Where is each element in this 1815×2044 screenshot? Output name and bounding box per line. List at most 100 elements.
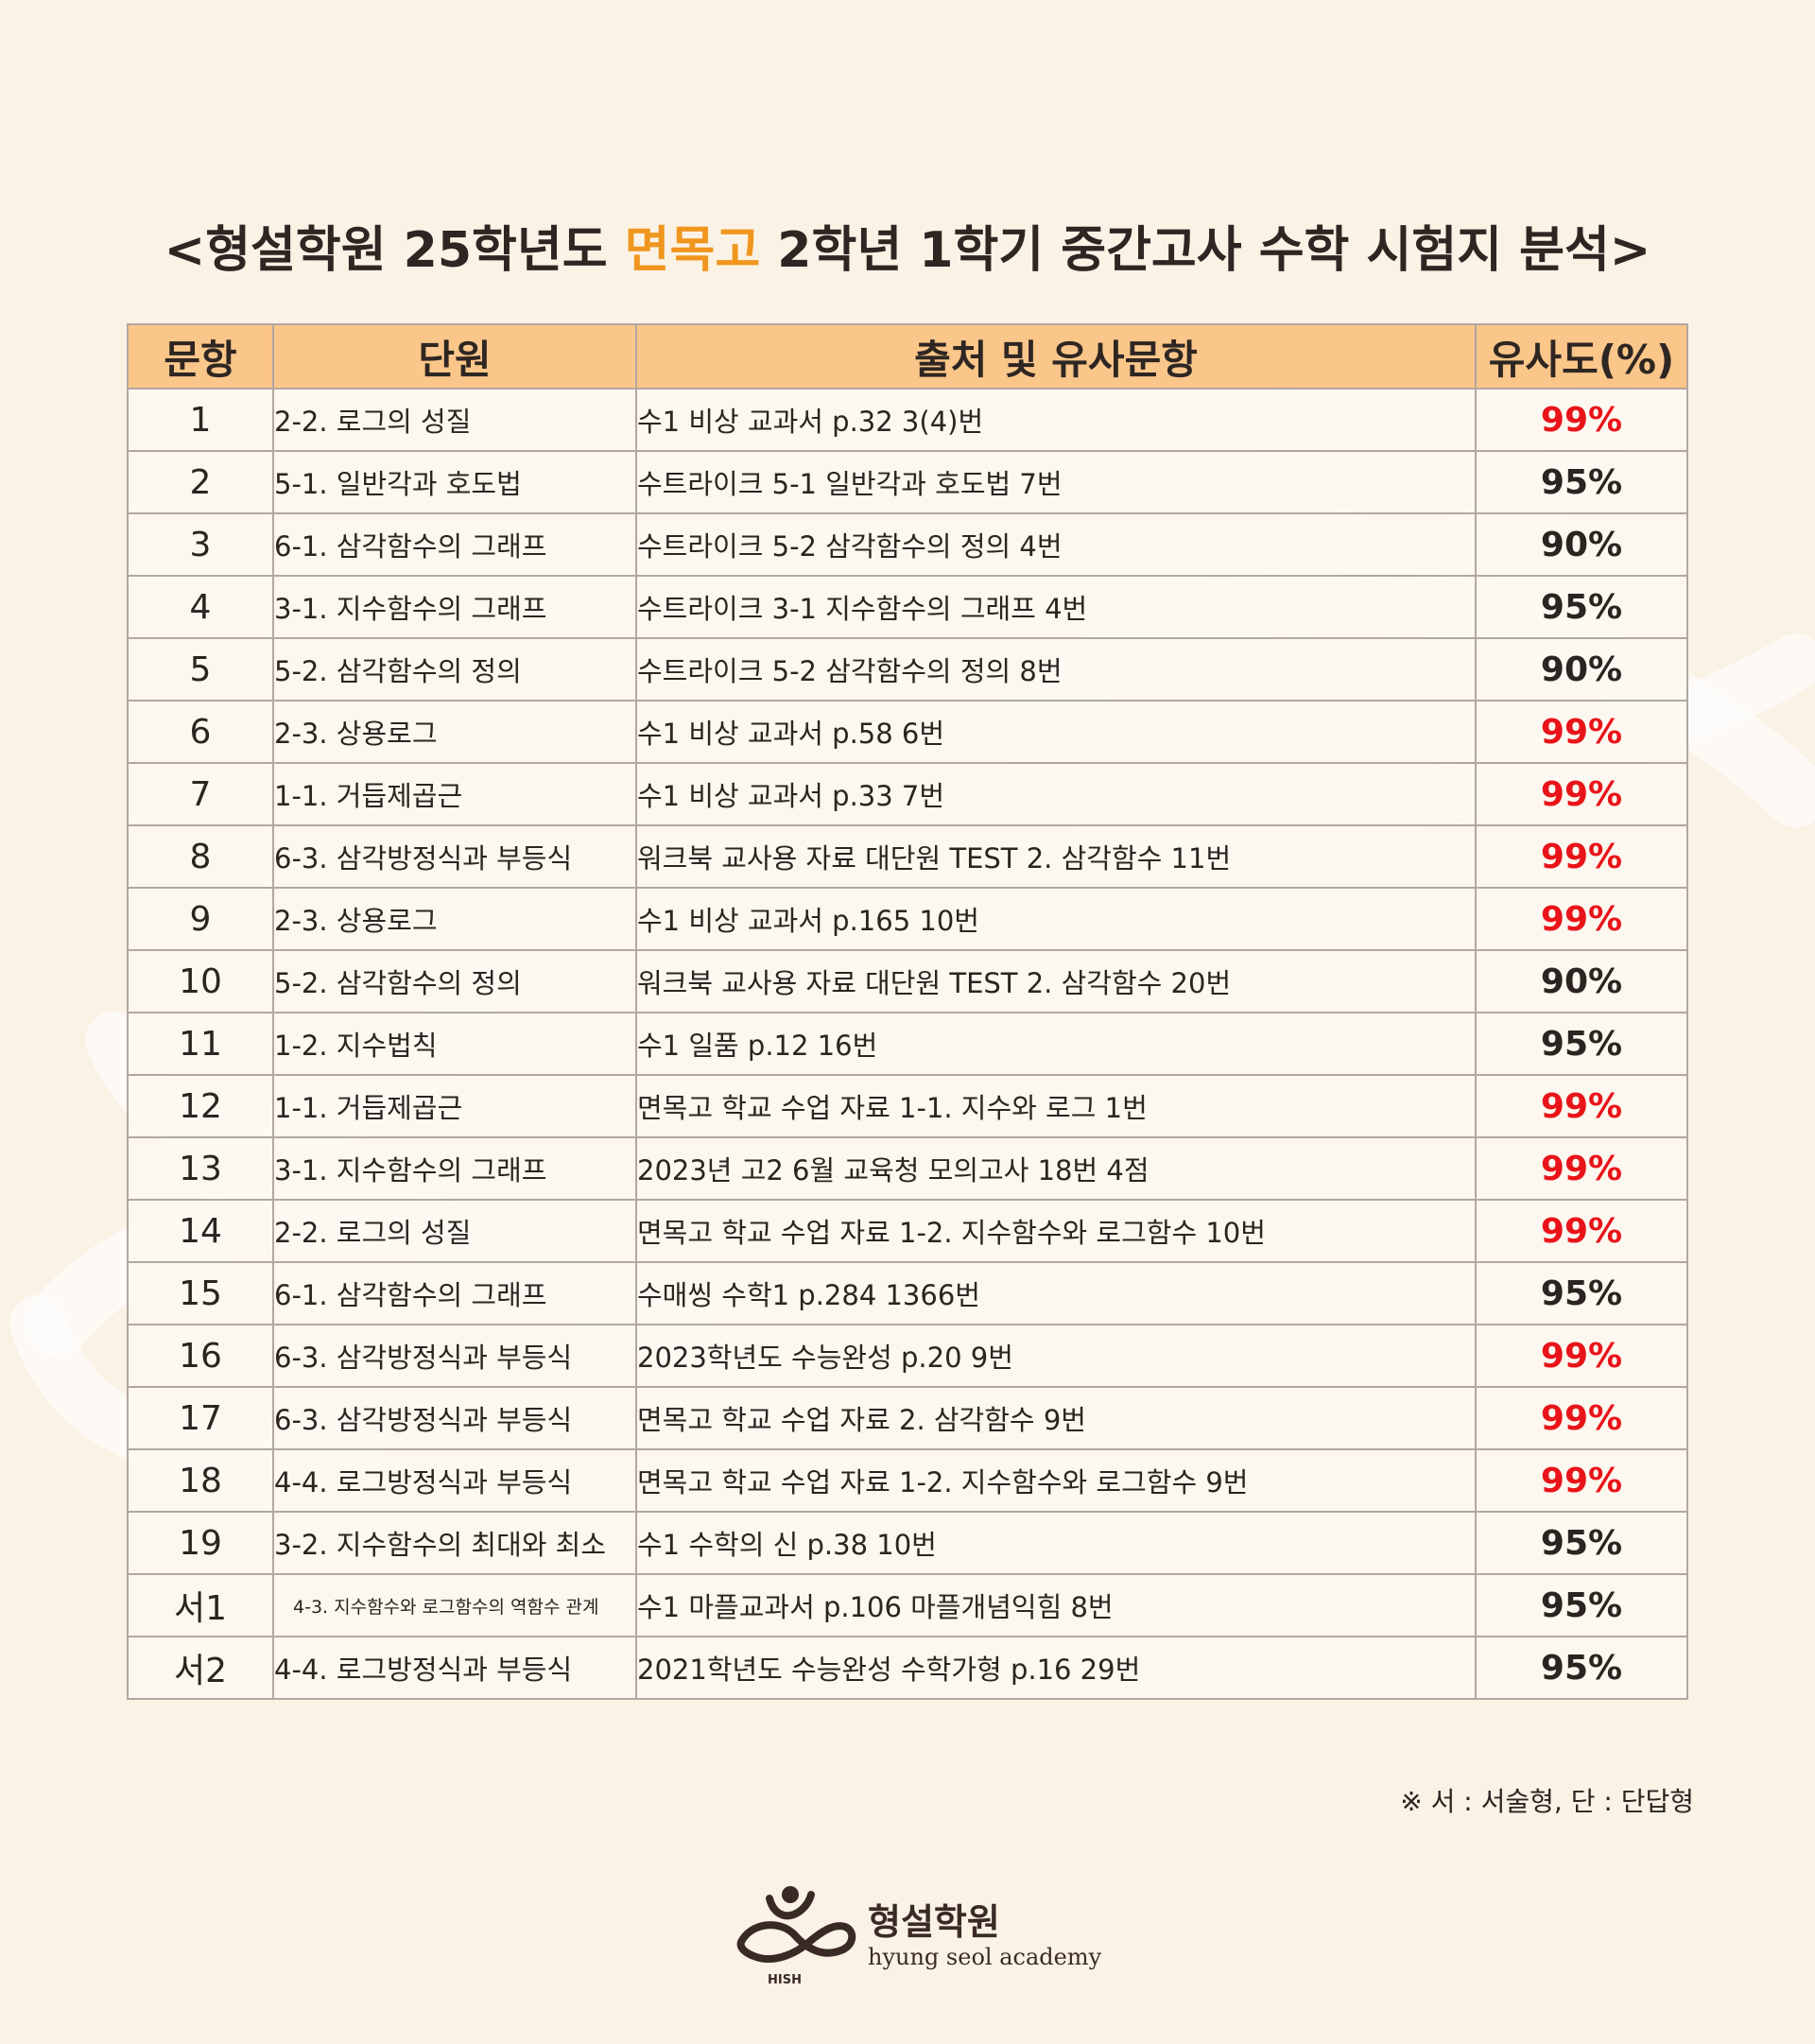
table-row: 13 3-1. 지수함수의 그래프 2023년 고2 6월 교육청 모의고사 18번… (127, 1136, 1688, 1201)
unit-cell: 3-2. 지수함수의 최대와 최소 (272, 1511, 637, 1575)
question-number: 3 (127, 512, 274, 577)
source-cell: 수1 비상 교과서 p.165 10번 (635, 887, 1477, 951)
unit-cell: 2-3. 상용로그 (272, 700, 637, 764)
question-number: 13 (127, 1136, 274, 1201)
table-row: 1 2-2. 로그의 성질 수1 비상 교과서 p.32 3(4)번 99% (127, 388, 1688, 452)
question-number: 5 (127, 637, 274, 702)
source-cell: 면목고 학교 수업 자료 1-2. 지수함수와 로그함수 9번 (635, 1448, 1477, 1513)
table-row: 4 3-1. 지수함수의 그래프 수트라이크 3-1 지수함수의 그래프 4번 95% (127, 575, 1688, 639)
source-cell: 2021학년도 수능완성 수학가형 p.16 29번 (635, 1636, 1477, 1700)
question-number: 서2 (127, 1636, 274, 1700)
question-number: 8 (127, 824, 274, 889)
academy-name-korean: 형설학원 (868, 1900, 1000, 1943)
table-row: 12 1-1. 거듭제곱근 면목고 학교 수업 자료 1-1. 지수와 로그 1번 9… (127, 1074, 1688, 1138)
table-row: 15 6-1. 삼각함수의 그래프 수매씽 수학1 p.284 1366번 95% (127, 1261, 1688, 1325)
academy-name-english: hyung seol academy (868, 1944, 1102, 1970)
similarity-cell: 99% (1475, 388, 1688, 452)
question-number: 9 (127, 887, 274, 951)
source-cell: 수트라이크 5-2 삼각함수의 정의 4번 (635, 512, 1477, 577)
source-cell: 수트라이크 5-2 삼각함수의 정의 8번 (635, 637, 1477, 702)
mark-letters: HISH (768, 1973, 802, 1987)
question-number: 2 (127, 450, 274, 514)
title-school-highlight: 면목고 (624, 222, 761, 279)
similarity-cell: 99% (1475, 1324, 1688, 1388)
question-number: 14 (127, 1199, 274, 1263)
header-similarity: 유사도(%) (1475, 323, 1688, 390)
table-body: 1 2-2. 로그의 성질 수1 비상 교과서 p.32 3(4)번 99% 2 5-1.… (127, 388, 1688, 1700)
similarity-cell: 90% (1475, 637, 1688, 702)
similarity-cell: 95% (1475, 1261, 1688, 1325)
question-number: 11 (127, 1012, 274, 1076)
table-row: 5 5-2. 삼각함수의 정의 수트라이크 5-2 삼각함수의 정의 8번 90% (127, 637, 1688, 702)
unit-cell: 6-3. 삼각방정식과 부등식 (272, 824, 637, 889)
similarity-cell: 90% (1475, 949, 1688, 1013)
unit-cell: 3-1. 지수함수의 그래프 (272, 575, 637, 639)
source-cell: 2023학년도 수능완성 p.20 9번 (635, 1324, 1477, 1388)
source-cell: 수1 비상 교과서 p.32 3(4)번 (635, 388, 1477, 452)
question-number: 15 (127, 1261, 274, 1325)
question-number: 6 (127, 700, 274, 764)
question-number: 17 (127, 1386, 274, 1450)
unit-cell: 1-2. 지수법칙 (272, 1012, 637, 1076)
question-number: 서1 (127, 1573, 274, 1637)
source-cell: 워크북 교사용 자료 대단원 TEST 2. 삼각함수 20번 (635, 949, 1477, 1013)
source-cell: 면목고 학교 수업 자료 1-2. 지수함수와 로그함수 10번 (635, 1199, 1477, 1263)
table-row: 18 4-4. 로그방정식과 부등식 면목고 학교 수업 자료 1-2. 지수함수와… (127, 1448, 1688, 1513)
table-row: 17 6-3. 삼각방정식과 부등식 면목고 학교 수업 자료 2. 삼각함수 9번… (127, 1386, 1688, 1450)
similarity-cell: 95% (1475, 1511, 1688, 1575)
similarity-cell: 99% (1475, 824, 1688, 889)
table-row: 서1 4-3. 지수함수와 로그함수의 역함수 관계 수1 마플교과서 p.106 … (127, 1573, 1688, 1637)
table-row: 11 1-2. 지수법칙 수1 일품 p.12 16번 95% (127, 1012, 1688, 1076)
unit-cell: 5-2. 삼각함수의 정의 (272, 637, 637, 702)
academy-logo: HISH 형설학원 hyung seol academy (735, 1881, 1101, 1995)
unit-cell: 5-1. 일반각과 호도법 (272, 450, 637, 514)
similarity-cell: 99% (1475, 1136, 1688, 1201)
question-number: 18 (127, 1448, 274, 1513)
unit-cell: 2-2. 로그의 성질 (272, 1199, 637, 1263)
similarity-cell: 95% (1475, 1573, 1688, 1637)
source-cell: 수1 일품 p.12 16번 (635, 1012, 1477, 1076)
table-row: 7 1-1. 거듭제곱근 수1 비상 교과서 p.33 7번 99% (127, 762, 1688, 826)
question-number: 12 (127, 1074, 274, 1138)
similarity-cell: 99% (1475, 1199, 1688, 1263)
source-cell: 면목고 학교 수업 자료 2. 삼각함수 9번 (635, 1386, 1477, 1450)
source-cell: 수1 비상 교과서 p.58 6번 (635, 700, 1477, 764)
similarity-cell: 95% (1475, 450, 1688, 514)
unit-cell: 2-2. 로그의 성질 (272, 388, 637, 452)
similarity-cell: 95% (1475, 1636, 1688, 1700)
similarity-cell: 99% (1475, 700, 1688, 764)
similarity-cell: 95% (1475, 1012, 1688, 1076)
unit-cell: 6-3. 삼각방정식과 부등식 (272, 1324, 637, 1388)
unit-cell: 4-4. 로그방정식과 부등식 (272, 1636, 637, 1700)
question-number: 1 (127, 388, 274, 452)
header-num: 문항 (127, 323, 274, 390)
unit-cell: 6-3. 삼각방정식과 부등식 (272, 1386, 637, 1450)
table-header-row: 문항 단원 출처 및 유사문항 유사도(%) (127, 323, 1688, 390)
unit-cell: 2-3. 상용로그 (272, 887, 637, 951)
similarity-cell: 99% (1475, 1074, 1688, 1138)
unit-cell: 6-1. 삼각함수의 그래프 (272, 1261, 637, 1325)
unit-cell: 3-1. 지수함수의 그래프 (272, 1136, 637, 1201)
table-row: 6 2-3. 상용로그 수1 비상 교과서 p.58 6번 99% (127, 700, 1688, 764)
similarity-cell: 99% (1475, 762, 1688, 826)
unit-cell: 4-3. 지수함수와 로그함수의 역함수 관계 (272, 1573, 637, 1637)
similarity-cell: 99% (1475, 1386, 1688, 1450)
title-suffix: 2학년 1학기 중간고사 수학 시험지 분석> (760, 222, 1651, 279)
header-unit: 단원 (272, 323, 637, 390)
table-row: 19 3-2. 지수함수의 최대와 최소 수1 수학의 신 p.38 10번 95% (127, 1511, 1688, 1575)
table-row: 2 5-1. 일반각과 호도법 수트라이크 5-1 일반각과 호도법 7번 95% (127, 450, 1688, 514)
unit-cell: 4-4. 로그방정식과 부등식 (272, 1448, 637, 1513)
table-row: 14 2-2. 로그의 성질 면목고 학교 수업 자료 1-2. 지수함수와 로그함… (127, 1199, 1688, 1263)
table-row: 9 2-3. 상용로그 수1 비상 교과서 p.165 10번 99% (127, 887, 1688, 951)
question-number: 16 (127, 1324, 274, 1388)
unit-cell: 1-1. 거듭제곱근 (272, 762, 637, 826)
question-number: 19 (127, 1511, 274, 1575)
academy-mark-icon: HISH (736, 1886, 856, 1987)
table-row: 3 6-1. 삼각함수의 그래프 수트라이크 5-2 삼각함수의 정의 4번 90% (127, 512, 1688, 577)
question-number: 4 (127, 575, 274, 639)
exam-analysis-table: 문항 단원 출처 및 유사문항 유사도(%) 1 2-2. 로그의 성질 수1 비상… (127, 323, 1688, 1700)
similarity-cell: 99% (1475, 1448, 1688, 1513)
table-row: 10 5-2. 삼각함수의 정의 워크북 교사용 자료 대단원 TEST 2. 삼각… (127, 949, 1688, 1013)
footnote: ※ 서 : 서술형, 단 : 단답형 (1400, 1786, 1694, 1817)
table-row: 8 6-3. 삼각방정식과 부등식 워크북 교사용 자료 대단원 TEST 2. 삼… (127, 824, 1688, 889)
